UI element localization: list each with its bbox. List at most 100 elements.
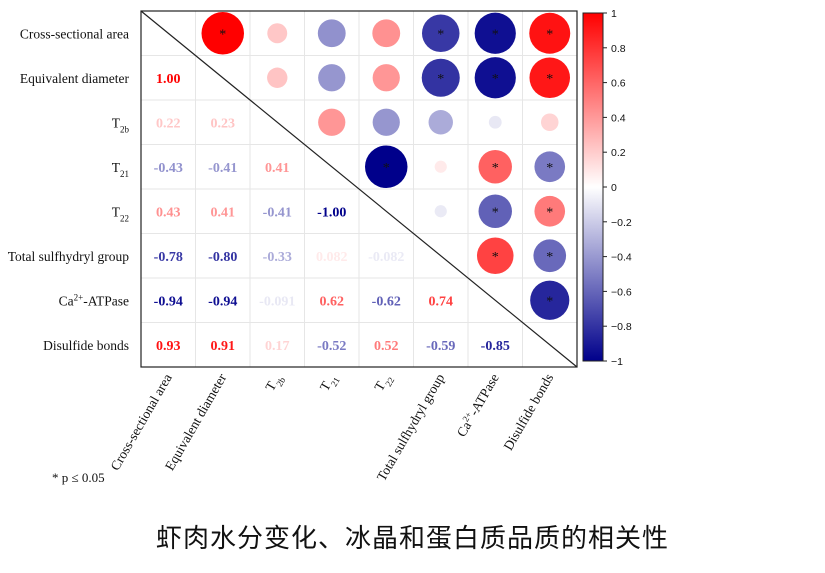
correlation-value: -0.85 — [481, 339, 510, 354]
significance-note: * p ≤ 0.05 — [52, 470, 105, 485]
correlation-value: -0.082 — [368, 250, 404, 265]
correlation-circle — [421, 58, 460, 97]
correlation-circle — [478, 194, 512, 228]
correlation-circle — [529, 57, 571, 99]
significance-star: * — [546, 72, 553, 87]
correlation-value: 0.74 — [429, 294, 454, 309]
correlation-circle — [533, 239, 567, 273]
correlation-circle — [318, 108, 346, 136]
colorbar-tick-label: 1 — [611, 8, 617, 20]
row-label: T22 — [112, 204, 129, 223]
correlation-value: -0.52 — [317, 339, 346, 354]
correlation-circle — [318, 64, 346, 92]
matrix-grid — [140, 10, 578, 368]
correlation-value: 0.93 — [156, 339, 181, 354]
colorbar-tick-label: −0.8 — [611, 321, 632, 333]
colorbar-tick-label: 0.2 — [611, 147, 626, 159]
significance-star: * — [546, 294, 553, 309]
correlation-circle — [530, 280, 570, 320]
correlation-value: 0.62 — [320, 294, 345, 309]
significance-star: * — [492, 27, 499, 42]
significance-star: * — [437, 72, 444, 87]
colorbar-gradient — [582, 12, 604, 362]
correlation-circle — [474, 57, 516, 99]
correlation-value: -0.43 — [154, 161, 183, 176]
colorbar-tick-label: 0.4 — [611, 112, 626, 124]
correlation-circle — [267, 67, 288, 88]
correlation-circle — [534, 151, 566, 183]
correlation-circle — [201, 12, 244, 55]
row-label: Disulfide bonds — [43, 338, 129, 353]
correlation-circle — [488, 115, 502, 129]
correlation-value: -1.00 — [317, 205, 346, 220]
significance-star: * — [546, 205, 553, 220]
column-label: T2b — [262, 371, 287, 396]
correlation-circle — [529, 12, 571, 54]
correlation-circle — [540, 113, 559, 132]
correlation-value: -0.41 — [208, 161, 237, 176]
correlation-value: -0.78 — [154, 250, 183, 265]
correlation-circle — [267, 23, 288, 44]
correlation-circle — [478, 150, 512, 184]
colorbar-tick-label: −0.4 — [611, 252, 632, 264]
significance-star: * — [546, 27, 553, 42]
row-labels: Cross-sectional area Equivalent diameter T… — [8, 26, 130, 353]
correlation-value: 0.41 — [211, 205, 236, 220]
correlation-circle — [534, 195, 566, 227]
colorbar-tick-label: 0 — [611, 182, 617, 194]
significance-star: * — [492, 72, 499, 87]
correlation-chart: * * * *1.00 * * *0.22 0.23-0.43 -0.41 0.41 * * *0.43… — [8, 8, 632, 484]
correlation-value: -0.94 — [208, 294, 237, 309]
correlation-value: 0.17 — [265, 339, 290, 354]
column-label: Equivalent diameter — [162, 371, 230, 473]
correlation-circle — [474, 12, 516, 54]
row-label: Total sulfhydryl group — [8, 249, 130, 264]
correlation-value: 0.23 — [211, 116, 236, 131]
correlation-value: 0.41 — [265, 161, 290, 176]
colorbar-tick-label: −1 — [611, 356, 623, 368]
figure-caption: 虾肉水分变化、冰晶和蛋白质品质的相关性 — [155, 524, 669, 554]
correlation-value: -0.62 — [372, 294, 401, 309]
correlation-circle — [428, 110, 453, 135]
correlation-value: 0.43 — [156, 205, 181, 220]
row-label: T21 — [112, 160, 129, 179]
correlation-circle — [372, 108, 400, 136]
significance-star: * — [219, 27, 226, 42]
significance-star: * — [546, 161, 553, 176]
row-label: Cross-sectional area — [20, 26, 129, 41]
correlation-circle — [421, 14, 460, 53]
row-label: Equivalent diameter — [20, 71, 130, 86]
row-label: Ca2+-ATPase — [59, 292, 129, 308]
column-label: Ca2+-ATPase — [453, 371, 502, 440]
correlation-circle — [434, 160, 447, 173]
correlation-value: -0.94 — [154, 294, 183, 309]
correlation-circle — [476, 237, 514, 275]
correlation-value: -0.091 — [259, 294, 295, 309]
significance-star: * — [492, 161, 499, 176]
correlation-circle — [372, 64, 400, 92]
matrix-border — [140, 10, 578, 368]
row-label: T2b — [112, 115, 130, 134]
significance-star: * — [437, 27, 444, 42]
correlation-circle — [317, 19, 346, 48]
correlation-value: 0.52 — [374, 339, 399, 354]
colorbar-tick-label: 0.6 — [611, 78, 626, 90]
correlation-value: -0.80 — [208, 250, 237, 265]
column-label: T21 — [317, 371, 342, 395]
colorbar-tick-label: 0.8 — [611, 43, 626, 55]
column-label: Disulfide bonds — [500, 371, 556, 453]
matrix-diagonal — [140, 10, 578, 368]
correlation-value: -0.59 — [426, 339, 455, 354]
significance-star: * — [546, 250, 553, 265]
correlation-circle — [365, 145, 408, 188]
correlation-value: -0.41 — [263, 205, 292, 220]
significance-star: * — [492, 250, 499, 265]
significance-star: * — [383, 161, 390, 176]
colorbar: 1 0.8 0.6 0.4 0.2 0 −0.2 −0.4 −0.6 −0.8 −1 — [582, 8, 632, 368]
correlation-value: -0.33 — [263, 250, 292, 265]
colorbar-tick-label: −0.6 — [611, 286, 632, 298]
colorbar-tick-label: −0.2 — [611, 217, 632, 229]
correlation-value: 0.082 — [316, 250, 348, 265]
correlation-circle — [372, 19, 401, 48]
